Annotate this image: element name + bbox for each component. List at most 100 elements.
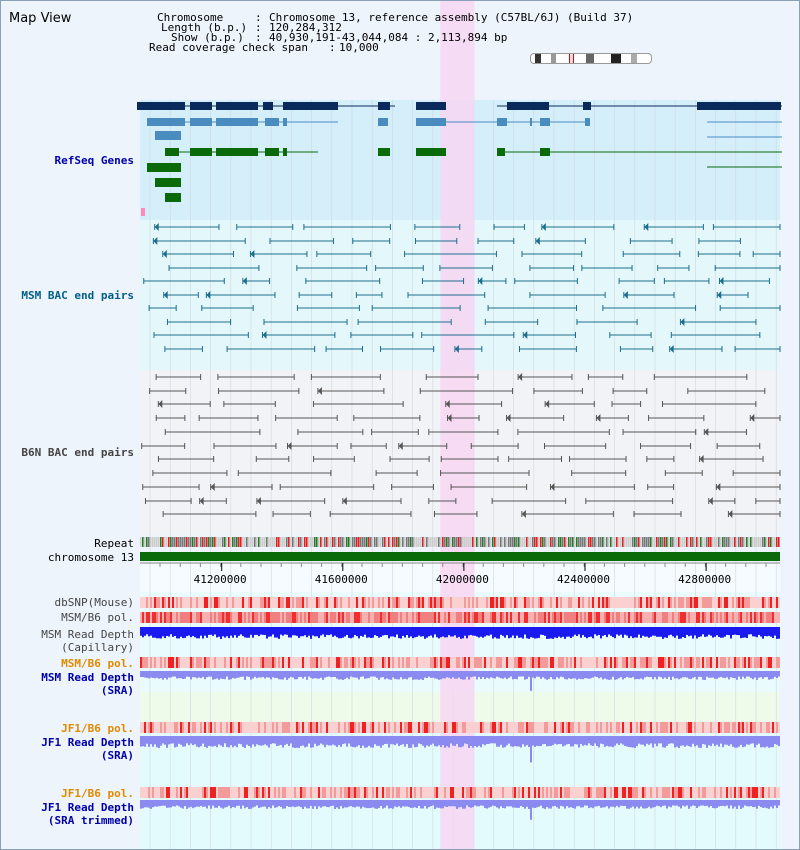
dbsnp-cell <box>754 597 756 608</box>
msm-b6-pol-2-cell <box>278 657 280 668</box>
msm-depth-cap-bar <box>360 627 362 636</box>
jf1-b6-pol-2-cell <box>696 787 698 798</box>
msm-depth-sra-bar <box>310 671 312 678</box>
jf1-b6-pol-2-cell <box>284 787 286 798</box>
jf1-depth-sra-bar <box>196 736 198 747</box>
repeat-mark <box>770 537 772 547</box>
msm-b6-pol-2-cell <box>644 657 646 668</box>
msm-depth-cap-bar <box>296 627 298 636</box>
track-label-jf1-read-depth-trim: JF1 Read Depth <box>41 801 134 814</box>
dbsnp-cell <box>734 597 736 608</box>
msm-b6-pol-cell <box>458 612 460 623</box>
jf1-depth-trim-bar <box>566 800 568 807</box>
repeat-mark <box>606 537 608 547</box>
jf1-b6-pol-2-cell <box>238 787 240 798</box>
dbsnp-cell <box>250 597 252 608</box>
jf1-b6-pol-2-cell <box>290 787 292 798</box>
msm-depth-sra-bar <box>424 671 426 678</box>
dbsnp-cell <box>302 597 304 608</box>
jf1-depth-trim-bar <box>626 800 628 809</box>
repeat-mark <box>260 537 262 547</box>
msm-depth-sra-bar <box>606 671 608 680</box>
msm-depth-sra-bar <box>728 671 730 680</box>
jf1-b6-pol-cell <box>464 722 466 733</box>
dbsnp-cell <box>512 597 514 608</box>
dbsnp-cell <box>412 597 414 608</box>
msm-b6-pol-2-cell <box>378 657 380 668</box>
jf1-b6-pol-2-cell <box>162 787 164 798</box>
msm-bac-arrow <box>162 250 167 258</box>
jf1-depth-trim-bar <box>300 800 302 808</box>
jf1-depth-trim-bar <box>738 800 740 806</box>
jf1-b6-pol-cell <box>228 722 230 733</box>
jf1-depth-sra-bar <box>530 736 532 763</box>
jf1-depth-trim-bar <box>154 800 156 807</box>
jf1-b6-pol-2-cell <box>344 787 346 798</box>
repeat-mark <box>248 537 250 547</box>
msm-depth-sra-bar <box>240 671 242 677</box>
msm-b6-pol-2-cell <box>350 657 352 668</box>
jf1-b6-pol-2-cell <box>416 787 418 798</box>
jf1-b6-pol-2-cell <box>580 787 582 798</box>
msm-depth-sra-bar <box>316 671 318 679</box>
jf1-b6-pol-2-cell <box>414 787 416 798</box>
jf1-depth-trim-bar <box>220 800 222 808</box>
jf1-b6-pol-cell <box>186 722 188 733</box>
msm-b6-pol-2-cell <box>414 657 416 668</box>
msm-b6-pol-2-cell <box>300 657 302 668</box>
msm-b6-pol-2-cell <box>336 657 338 668</box>
msm-depth-sra-bar <box>280 671 282 680</box>
msm-b6-pol-cell <box>254 612 256 623</box>
msm-b6-pol-2-cell <box>672 657 674 668</box>
jf1-b6-pol-2-cell <box>366 787 368 798</box>
msm-b6-pol-cell <box>778 612 780 623</box>
repeat-mark <box>262 537 264 547</box>
dbsnp-cell <box>462 597 464 608</box>
repeat-mark <box>554 537 556 547</box>
jf1-b6-pol-cell <box>394 722 396 733</box>
jf1-depth-trim-bar <box>608 800 610 809</box>
jf1-depth-trim-bar <box>624 800 626 806</box>
repeat-mark <box>454 537 456 547</box>
jf1-depth-sra-bar <box>476 736 478 748</box>
jf1-depth-sra-bar <box>212 736 214 747</box>
jf1-depth-sra-bar <box>614 736 616 746</box>
jf1-b6-pol-cell <box>588 722 590 733</box>
jf1-b6-pol-cell <box>404 722 406 733</box>
repeat-mark <box>380 537 382 547</box>
msm-b6-pol-2-cell <box>462 657 464 668</box>
jf1-depth-trim-bar <box>706 800 708 806</box>
msm-b6-pol-2-cell <box>590 657 592 668</box>
msm-b6-pol-cell <box>438 612 440 623</box>
msm-depth-sra-bar <box>516 671 518 680</box>
jf1-depth-trim-bar <box>174 800 176 807</box>
chromosome-ideogram[interactable] <box>530 53 652 64</box>
jf1-depth-trim-bar <box>676 800 678 806</box>
msm-depth-sra-bar <box>510 671 512 677</box>
msm-b6-pol-2-cell <box>762 657 764 668</box>
jf1-b6-pol-cell <box>342 722 344 733</box>
msm-bac-arrow <box>623 291 628 299</box>
msm-depth-cap-bar <box>216 627 218 638</box>
repeat-mark <box>552 537 554 547</box>
repeat-mark <box>492 537 494 547</box>
msm-depth-sra-bar <box>496 671 498 677</box>
msm-depth-cap-bar <box>354 627 356 636</box>
jf1-b6-pol-cell <box>526 722 528 733</box>
msm-b6-pol-2-cell <box>546 657 548 668</box>
msm-b6-pol-2-cell <box>634 657 636 668</box>
jf1-b6-pol-2-cell <box>292 787 294 798</box>
msm-depth-cap-bar <box>662 627 664 639</box>
msm-b6-pol-2-cell <box>554 657 556 668</box>
repeat-mark <box>556 537 558 547</box>
msm-depth-sra-bar <box>330 671 332 678</box>
jf1-depth-trim-bar <box>200 800 202 806</box>
msm-depth-cap-bar <box>286 627 288 635</box>
jf1-b6-pol-2-cell <box>694 787 696 798</box>
msm-depth-sra-bar <box>726 671 728 678</box>
jf1-depth-sra-bar <box>412 736 414 745</box>
repeat-mark <box>166 537 168 547</box>
msm-depth-sra-bar <box>528 671 530 677</box>
repeat-mark <box>224 537 226 547</box>
